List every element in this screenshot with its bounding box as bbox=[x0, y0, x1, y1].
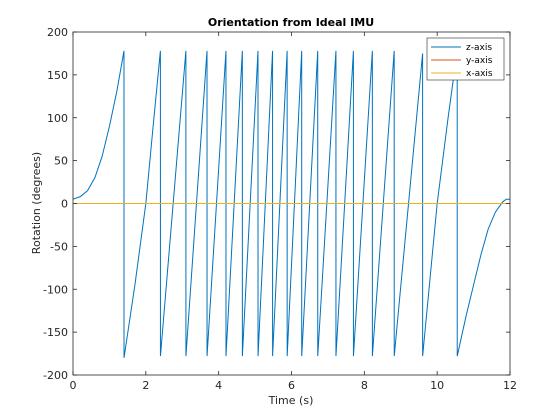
x-tick-label: 6 bbox=[288, 379, 295, 392]
x-tick-label: 4 bbox=[215, 379, 222, 392]
y-tick-label: 100 bbox=[47, 112, 68, 125]
y-tick-label: -150 bbox=[43, 326, 68, 339]
x-tick-label: 10 bbox=[430, 379, 444, 392]
legend: z-axis y-axis x-axis bbox=[426, 37, 505, 81]
y-tick-label: 200 bbox=[47, 26, 68, 39]
y-tick-label: 150 bbox=[47, 69, 68, 82]
chart-title: Orientation from Ideal IMU bbox=[208, 16, 374, 29]
legend-entry-label: z-axis bbox=[466, 43, 492, 53]
series-layer bbox=[72, 50, 510, 358]
x-tick-label: 0 bbox=[70, 379, 77, 392]
y-tick-label: -50 bbox=[50, 240, 68, 253]
x-tick-label: 8 bbox=[361, 379, 368, 392]
x-tick-label: 12 bbox=[503, 379, 517, 392]
legend-entry-label: x-axis bbox=[466, 69, 493, 79]
y-tick-label: 50 bbox=[54, 155, 68, 168]
ticks-layer: 0 2 4 6 8 10 12 -200 -150 -100 -50 0 50 100 150 200 bbox=[43, 26, 517, 392]
y-tick-label: 0 bbox=[61, 198, 68, 211]
y-tick-label: -100 bbox=[43, 283, 68, 296]
x-axis-label: Time (s) bbox=[268, 394, 314, 407]
x-tick-label: 2 bbox=[142, 379, 149, 392]
y-axis-label: Rotation (degrees) bbox=[30, 152, 43, 254]
legend-entry-label: y-axis bbox=[466, 56, 493, 66]
plot-area: 0 2 4 6 8 10 12 -200 -150 -100 -50 0 50 100 150 200 bbox=[43, 26, 517, 392]
y-tick-label: -200 bbox=[43, 369, 68, 382]
